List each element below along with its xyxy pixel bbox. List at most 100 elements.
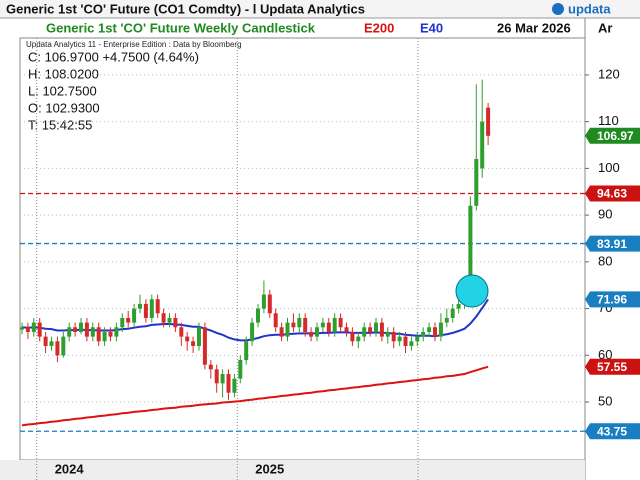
price-tag bbox=[585, 185, 640, 202]
candle-body bbox=[427, 327, 432, 332]
candle-body bbox=[149, 299, 154, 318]
window-bar bbox=[0, 0, 640, 18]
candle-body bbox=[303, 317, 308, 332]
candle-body bbox=[403, 336, 408, 346]
candle-body bbox=[102, 331, 107, 342]
candle-body bbox=[185, 336, 190, 342]
ohlc-text: H: 108.0200 bbox=[28, 66, 99, 81]
candle-body bbox=[155, 299, 160, 314]
price-tag bbox=[585, 235, 640, 252]
candle-body bbox=[238, 359, 243, 379]
y-tick-label: 80 bbox=[598, 253, 612, 268]
ohlc-text: O: 102.9300 bbox=[28, 100, 100, 115]
candle-body bbox=[438, 322, 443, 337]
candle-body bbox=[385, 331, 390, 337]
y-tick-label: 120 bbox=[598, 66, 620, 81]
candle-body bbox=[132, 308, 137, 323]
price-tag-label: 43.75 bbox=[597, 424, 627, 438]
candle-body bbox=[433, 327, 437, 337]
price-tag bbox=[585, 291, 640, 308]
candle-body bbox=[173, 317, 178, 328]
candle-body bbox=[256, 308, 260, 323]
candle-body bbox=[468, 205, 473, 290]
candle-body bbox=[273, 313, 278, 328]
price-tag-label: 83.91 bbox=[597, 237, 627, 251]
candle-body bbox=[356, 336, 361, 342]
candle-body bbox=[320, 322, 325, 328]
candle-body bbox=[332, 317, 337, 332]
candle-body bbox=[43, 336, 48, 346]
candle-body bbox=[220, 374, 225, 384]
candle-body bbox=[120, 317, 125, 328]
price-tag bbox=[585, 423, 640, 440]
candle-body bbox=[232, 378, 237, 393]
candle-body bbox=[108, 331, 113, 337]
candle-body bbox=[279, 327, 284, 337]
candle-body bbox=[226, 374, 231, 393]
candle-body bbox=[415, 336, 420, 342]
candle-body bbox=[179, 327, 184, 337]
price-tag-label: 106.97 bbox=[597, 129, 634, 143]
candle-body bbox=[267, 294, 272, 314]
candle-body bbox=[84, 322, 89, 337]
candle-body bbox=[143, 303, 148, 318]
window-title: Generic 1st 'CO' Future (CO1 Comdty) - l… bbox=[6, 1, 365, 16]
y-tick-label: 60 bbox=[598, 347, 612, 362]
candle-body bbox=[285, 322, 290, 337]
candle-body bbox=[391, 331, 396, 342]
candle-body bbox=[67, 327, 72, 337]
candle-body bbox=[338, 317, 343, 328]
candle-body bbox=[20, 327, 24, 330]
candle-body bbox=[297, 317, 302, 328]
candle-body bbox=[474, 159, 479, 206]
ohlc-text: T: 15:42:55 bbox=[28, 117, 92, 132]
price-tag-label: 94.63 bbox=[597, 187, 627, 201]
source: Updata Analytics 11 - Enterprise Edition… bbox=[26, 40, 242, 49]
y-tick-label: 50 bbox=[598, 393, 612, 408]
candle-body bbox=[450, 308, 455, 318]
date: 26 Mar 2026 bbox=[497, 20, 571, 35]
candle-body bbox=[197, 327, 201, 346]
candle-body bbox=[79, 322, 83, 332]
y-tick-label: 90 bbox=[598, 207, 612, 222]
candle-body bbox=[96, 327, 101, 342]
ohlc-text: C: 106.9700 +4.7500 (4.64%) bbox=[28, 49, 199, 64]
candle-body bbox=[167, 317, 172, 323]
candle-body bbox=[61, 336, 66, 356]
y-tick-label: 110 bbox=[598, 113, 619, 128]
candle-body bbox=[291, 322, 296, 328]
candle-body bbox=[326, 322, 331, 332]
candle-body bbox=[309, 331, 314, 337]
candle-body bbox=[444, 317, 449, 323]
candle-body bbox=[486, 107, 491, 136]
logo-icon bbox=[552, 3, 564, 15]
candle-body bbox=[261, 294, 266, 309]
candle-body bbox=[409, 341, 414, 346]
candle-body bbox=[379, 322, 384, 337]
candle-body bbox=[55, 341, 60, 356]
candle-body bbox=[138, 303, 142, 309]
candle-body bbox=[244, 341, 249, 360]
candle-body bbox=[374, 322, 378, 332]
candle-body bbox=[350, 331, 355, 342]
legend-entry: E40 bbox=[420, 20, 443, 35]
y-tick-label: 100 bbox=[598, 160, 620, 175]
price-tag-label: 57.55 bbox=[597, 360, 627, 374]
candle-body bbox=[25, 327, 30, 332]
x-tick-label: 2024 bbox=[55, 461, 85, 476]
legend-entry: E200 bbox=[364, 20, 394, 35]
candle-body bbox=[31, 322, 36, 332]
candle-body bbox=[397, 336, 402, 342]
candle-body bbox=[456, 303, 461, 309]
candle-body bbox=[480, 121, 485, 169]
ohlc-text: L: 102.7500 bbox=[28, 83, 97, 98]
highlight-circle bbox=[455, 274, 489, 308]
candle-body bbox=[37, 322, 42, 337]
candle-body bbox=[344, 327, 349, 332]
ma-line bbox=[21, 365, 489, 427]
logo: updata bbox=[568, 1, 611, 16]
candle-body bbox=[208, 364, 213, 370]
chart-title: Generic 1st 'CO' Future Weekly Candlesti… bbox=[46, 20, 316, 35]
